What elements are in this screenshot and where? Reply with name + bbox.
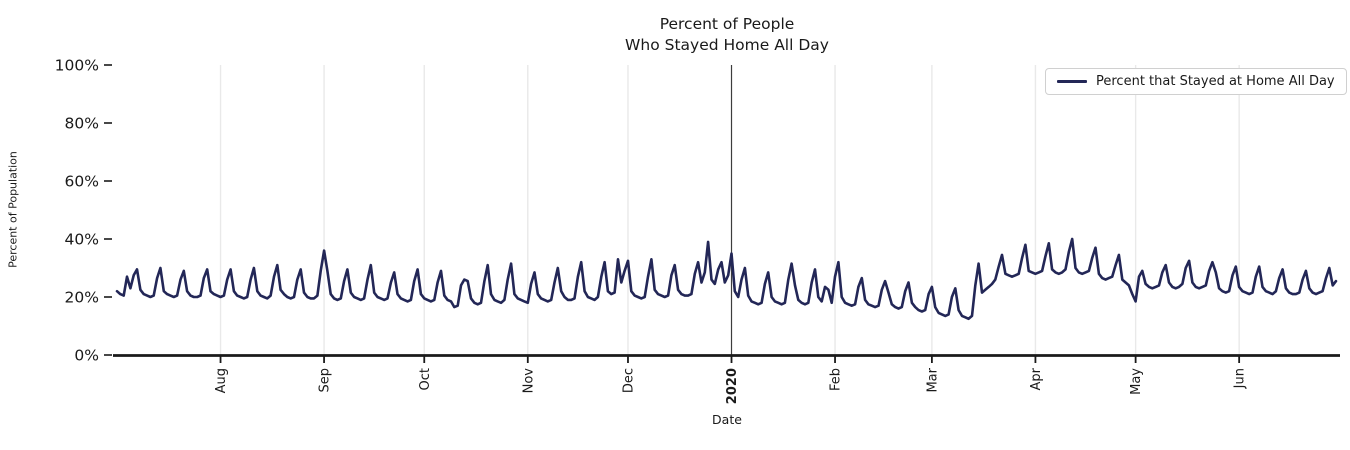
x-tick-label: Jun	[1233, 368, 1248, 389]
chart-title: Percent of People Who Stayed Home All Da…	[117, 14, 1337, 56]
x-tick-label: Aug	[214, 368, 229, 393]
y-tick-label: 60%	[65, 173, 99, 191]
y-tick-label: 0%	[74, 347, 99, 365]
x-tick-label: Apr	[1029, 367, 1044, 390]
x-tick-label: Sep	[318, 368, 333, 393]
chart-title-line1: Percent of People	[659, 15, 795, 33]
x-tick-label: Oct	[418, 368, 433, 390]
x-tick-label: 2020	[725, 368, 740, 404]
y-tick-label: 40%	[65, 231, 99, 249]
chart-title-line2: Who Stayed Home All Day	[625, 36, 829, 54]
y-tick-label: 20%	[65, 289, 99, 307]
x-tick-label: Mar	[925, 367, 940, 392]
legend-line-swatch	[1057, 79, 1087, 84]
legend: Percent that Stayed at Home All Day	[1045, 68, 1347, 95]
x-axis-label: Date	[712, 412, 742, 427]
y-tick-label: 80%	[65, 115, 99, 133]
x-tick-label: Feb	[829, 368, 844, 391]
x-tick-label: May	[1129, 368, 1144, 395]
stayed-home-data-line	[115, 237, 1338, 321]
y-axis-label: Percent of Population	[6, 151, 20, 268]
y-tick-label: 100%	[55, 57, 99, 75]
legend-label: Percent that Stayed at Home All Day	[1096, 74, 1335, 89]
x-tick-label: Dec	[621, 368, 636, 393]
x-tick-label: Nov	[521, 368, 536, 394]
